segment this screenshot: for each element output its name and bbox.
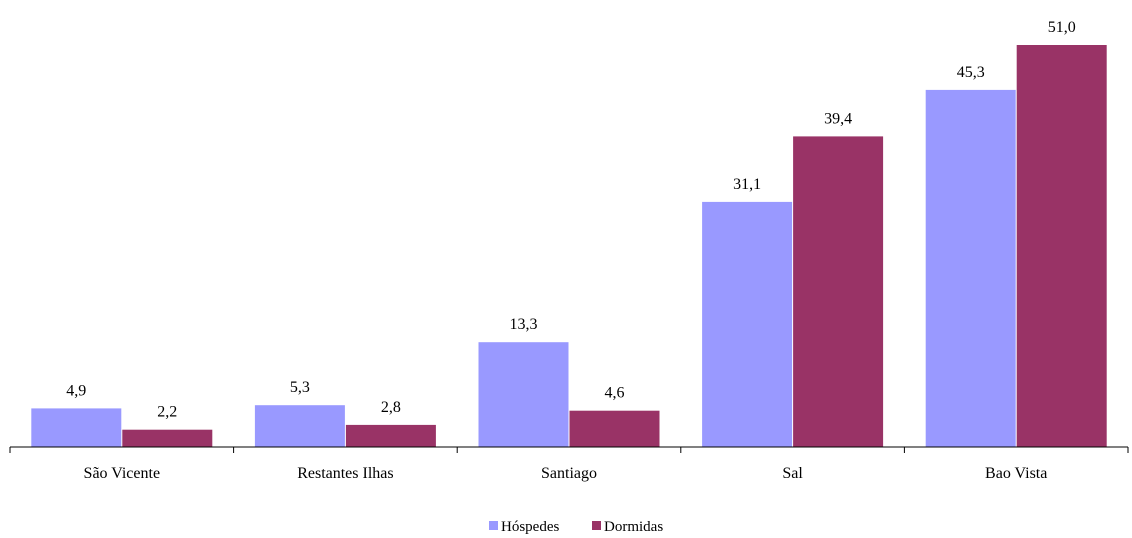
x-tick-label-restantes-ilhas: Restantes Ilhas xyxy=(297,465,393,482)
x-tick-label-sal: Sal xyxy=(782,465,803,482)
data-label-dormidas-sal: 39,4 xyxy=(824,110,852,127)
bar-dormidas-bao-vista xyxy=(1017,45,1107,447)
bars-layer xyxy=(31,45,1106,447)
data-label-hospedes-sao-vicente: 4,9 xyxy=(66,382,86,399)
x-tick-label-bao-vista: Bao Vista xyxy=(985,465,1047,482)
data-label-hospedes-bao-vista: 45,3 xyxy=(957,64,985,81)
data-label-dormidas-santiago: 4,6 xyxy=(605,385,625,402)
x-tick-label-sao-vicente: São Vicente xyxy=(84,465,161,482)
bar-dormidas-sao-vicente xyxy=(122,430,212,447)
legend-label-hospedes: Hóspedes xyxy=(501,519,559,535)
bar-hospedes-bao-vista xyxy=(926,90,1016,447)
data-labels-layer: 4,9 2,2 5,3 2,8 13,3 4,6 31,1 39,4 45,3 51,0 xyxy=(66,19,1075,421)
legend-swatch-hospedes xyxy=(489,521,498,530)
data-label-dormidas-bao-vista: 51,0 xyxy=(1048,19,1076,36)
bar-hospedes-sal xyxy=(702,202,792,447)
data-label-dormidas-restantes-ilhas: 2,8 xyxy=(381,399,401,416)
legend: Hóspedes Dormidas xyxy=(489,519,663,535)
bar-hospedes-restantes-ilhas xyxy=(255,405,345,447)
data-label-hospedes-restantes-ilhas: 5,3 xyxy=(290,379,310,396)
bar-hospedes-santiago xyxy=(479,342,569,447)
bar-hospedes-sao-vicente xyxy=(31,408,121,447)
data-label-hospedes-santiago: 13,3 xyxy=(510,316,538,333)
data-label-hospedes-sal: 31,1 xyxy=(733,176,761,193)
legend-label-dormidas: Dormidas xyxy=(604,519,663,535)
data-label-dormidas-sao-vicente: 2,2 xyxy=(157,404,177,421)
bar-dormidas-sal xyxy=(793,136,883,447)
bar-dormidas-restantes-ilhas xyxy=(346,425,436,447)
bar-dormidas-santiago xyxy=(570,411,660,447)
legend-swatch-dormidas xyxy=(592,521,601,530)
x-tick-label-santiago: Santiago xyxy=(541,465,597,482)
x-axis: São Vicente Restantes Ilhas Santiago Sal Bao… xyxy=(10,447,1128,482)
